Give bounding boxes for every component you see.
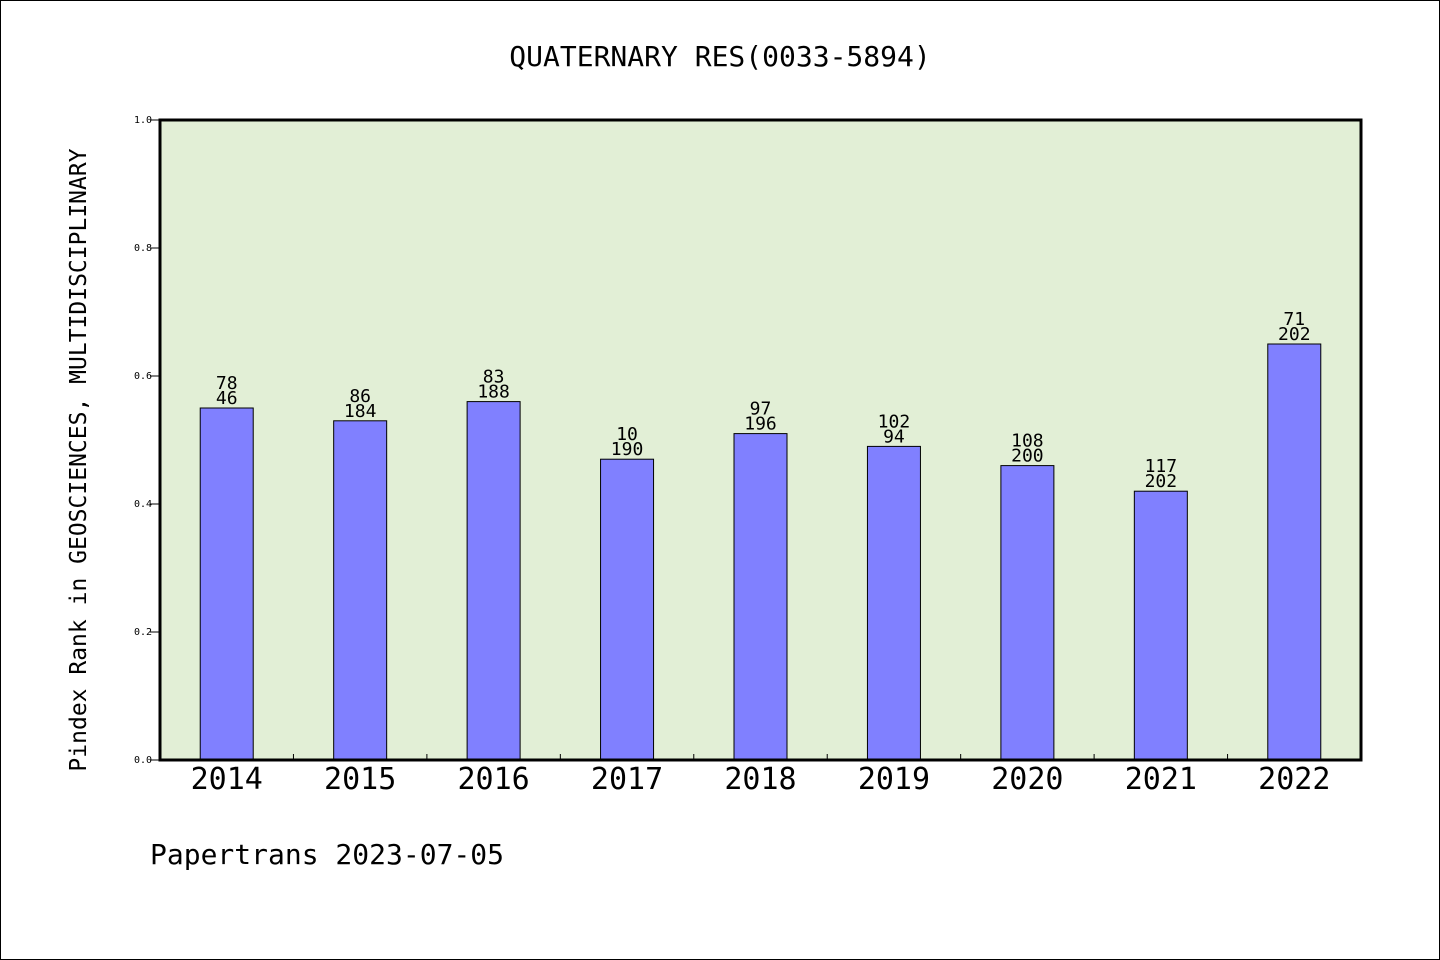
bar-label-top-2017: 10 <box>616 424 638 445</box>
x-tick-label-2016: 2016 <box>457 762 529 797</box>
plot-border <box>158 118 1363 762</box>
y-tick-label: 0.4 <box>134 499 152 510</box>
x-tick-label-2018: 2018 <box>724 762 796 797</box>
chart-title: QUATERNARY RES(0033-5894) <box>509 40 930 73</box>
bar-2020 <box>1000 465 1055 761</box>
footer-credit: Papertrans 2023-07-05 <box>150 838 504 871</box>
bar-label-top-2019: 102 <box>878 411 911 432</box>
bar-label-top-2020: 108 <box>1011 431 1044 452</box>
y-tick-label: 1.0 <box>134 115 152 126</box>
x-tick-label-2015: 2015 <box>324 762 396 797</box>
x-tick-label-2017: 2017 <box>591 762 663 797</box>
bar-label-top-2021: 117 <box>1145 456 1178 477</box>
bar-label-bottom-2021: 202 <box>1145 471 1178 492</box>
x-tick-label-2014: 2014 <box>191 762 263 797</box>
bar-2022 <box>1267 343 1322 761</box>
bar-2021 <box>1133 490 1188 761</box>
bar-label-top-2016: 83 <box>483 367 505 388</box>
y-tick-label: 0.8 <box>134 243 152 254</box>
bar-label-bottom-2022: 202 <box>1278 324 1311 345</box>
y-tick-label: 0.6 <box>134 371 152 382</box>
bar-label-bottom-2018: 196 <box>744 414 777 435</box>
bar-label-bottom-2015: 184 <box>344 401 377 422</box>
bar-2019 <box>866 445 921 761</box>
bar-label-bottom-2017: 190 <box>611 439 644 460</box>
bar-label-top-2014: 78 <box>216 373 238 394</box>
x-axis-labels: 2014 2015 2016 2017 2018 2019 2020 2021 2022 <box>191 762 1331 797</box>
x-tick-label-2021: 2021 <box>1125 762 1197 797</box>
bar-label-top-2018: 97 <box>750 399 772 420</box>
bar-label-top-2015: 86 <box>349 386 371 407</box>
bar-2014 <box>199 407 254 761</box>
bar-2017 <box>600 458 655 761</box>
bars-group <box>199 343 1322 761</box>
bar-2018 <box>733 433 788 761</box>
y-tick-label: 0.2 <box>134 627 152 638</box>
bar-2016 <box>466 401 521 761</box>
x-tick-label-2022: 2022 <box>1258 762 1330 797</box>
bar-2015 <box>333 420 388 761</box>
bar-label-bottom-2016: 188 <box>477 382 510 403</box>
bar-label-top-2022: 71 <box>1283 309 1305 330</box>
y-axis-ticks: 0.0 0.2 0.4 0.6 0.8 1.0 <box>134 115 160 766</box>
bar-label-bottom-2014: 46 <box>216 388 238 409</box>
bar-label-bottom-2020: 200 <box>1011 446 1044 467</box>
y-tick-label: 0.0 <box>134 755 152 766</box>
x-tick-label-2020: 2020 <box>991 762 1063 797</box>
bar-label-bottom-2019: 94 <box>883 426 905 447</box>
y-axis-label: Pindex Rank in GEOSCIENCES, MULTIDISCIPL… <box>66 148 92 771</box>
x-tick-label-2019: 2019 <box>858 762 930 797</box>
